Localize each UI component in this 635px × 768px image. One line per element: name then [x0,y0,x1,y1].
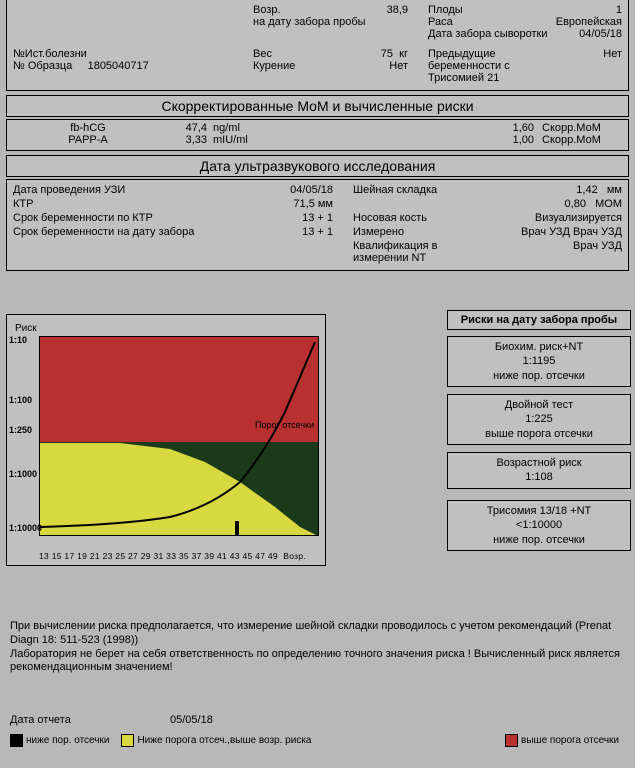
chart-title: Риск [15,323,317,334]
fetus-label: Плоды [428,4,463,16]
uzi-left-label: КТР [13,198,213,210]
y-tick: 1:10 [9,335,27,345]
weight-label: Вес [253,48,272,60]
legend-text: выше порога отсечки [521,735,619,746]
legend-text: ниже пор. отсечки [26,735,109,746]
uzi-left-value: 04/05/18 [213,184,333,196]
uzi-left-value: 13 + 1 [213,212,333,224]
sample-no-label: № Образца [13,60,72,72]
risk-box-status: ниже пор. отсечки [450,533,628,547]
mom-value: 3,33 [163,134,213,146]
uzi-right-label: Носовая кость [333,212,473,224]
mom-name: PAPP-A [13,134,163,146]
risk-box-value: 1:108 [450,470,628,484]
risk-box-title: Биохим. риск+NT [450,340,628,354]
risk-box-status: ниже пор. отсечки [450,369,628,383]
uzi-left-label: Срок беременности по КТР [13,212,213,224]
uzi-right-label: Шейная складка [333,184,473,196]
weight-unit: кг [399,48,408,60]
weight-value: 75 [381,48,393,60]
patient-info-block: Возр. 38,9 Плоды 1 на дату забора пробы Ра… [6,0,629,91]
uzi-left-value [213,240,333,264]
serum-date-value: 04/05/18 [579,28,622,40]
legend-swatch [121,734,134,747]
risk-box-value: <1:10000 [450,518,628,532]
mom-value: 47,4 [163,122,213,134]
sample-no-value: 1805040717 [88,60,149,72]
sample-date-label: на дату забора пробы [253,16,366,28]
smoking-label: Курение [253,60,295,72]
age-label: Возр. [253,4,281,16]
age-value: 38,9 [387,4,408,16]
fetus-value: 1 [616,4,622,16]
uzi-right-label: Измерено [333,226,473,238]
legend: ниже пор. отсечки Ниже порога отсеч.,выше… [10,734,631,747]
y-tick: 1:1000 [9,469,37,479]
x-axis-ticks: 13 15 17 19 21 23 25 27 29 31 33 35 37 3… [39,551,306,561]
risk-box: Трисомия 13/18 +NT <1:10000 ниже пор. от… [447,500,631,551]
smoking-value: Нет [389,60,408,72]
risk-header: Риски на дату забора пробы [447,310,631,330]
risk-box: Биохим. риск+NT 1:1195 ниже пор. отсечки [447,336,631,387]
uzi-left-value: 13 + 1 [213,226,333,238]
y-tick: 1:250 [9,425,32,435]
race-label: Раса [428,16,453,28]
prev-preg-label2: беременности с [428,60,510,72]
prev-preg-label3: Трисомией 21 [428,72,499,84]
legend-item: выше порога отсечки [505,734,619,747]
risk-box-status: выше порога отсечки [450,427,628,441]
uzi-right-value: Визуализируется [473,212,622,224]
uzi-right-value: 1,42 мм [473,184,622,196]
uzi-right-label [333,198,473,210]
mom-label: Скорр.МоМ [542,122,622,134]
risk-box: Возрастной риск 1:108 [447,452,631,489]
mom-block: fb-hCG 47,4 ng/ml 1,60 Скорр.МоМ PAPP-A 3… [6,119,629,151]
uzi-title: Дата ультразвукового исследования [6,155,629,177]
uzi-right-value: Врач УЗД [473,240,622,264]
serum-date-label: Дата забора сыворотки [428,28,548,40]
history-no-label: №Ист.болезни [13,48,87,60]
prev-preg-label: Предыдущие [428,48,495,60]
mom-unit: mIU/ml [213,134,273,146]
uzi-right-value: Врач УЗД Врач УЗД [473,226,622,238]
legend-item: Ниже порога отсеч.,выше возр. риска [121,734,311,747]
uzi-left-value: 71,5 мм [213,198,333,210]
mom-label: Скорр.МоМ [542,134,622,146]
disclaimer: При вычислении риска предполагается, что… [10,620,631,675]
y-tick: 1:100 [9,395,32,405]
chart-area: Порог отсечки [39,336,319,536]
mom-name: fb-hCG [13,122,163,134]
legend-item: ниже пор. отсечки [10,734,109,747]
risk-box-title: Трисомия 13/18 +NT [450,504,628,518]
disclaimer-line2: Лаборатория не берет на себя ответственн… [10,648,631,676]
risk-box-value: 1:1195 [450,354,628,368]
legend-swatch [505,734,518,747]
mom-unit: ng/ml [213,122,273,134]
uzi-left-label [13,240,213,264]
report-date-value: 05/05/18 [170,714,213,726]
report-date-label: Дата отчета [10,714,71,726]
mom-mom: 1,00 [273,134,542,146]
uzi-block: Дата проведения УЗИ 04/05/18 Шейная скла… [6,179,629,271]
legend-text: Ниже порога отсеч.,выше возр. риска [137,735,311,746]
risk-box-title: Двойной тест [450,398,628,412]
risk-box-value: 1:225 [450,412,628,426]
risk-box: Двойной тест 1:225 выше порога отсечки [447,394,631,445]
uzi-left-label: Срок беременности на дату забора [13,226,213,238]
prev-preg-value: Нет [603,48,622,60]
risk-chart-panel: Риск Порог отсечки 13 15 17 19 21 23 25 … [6,314,326,566]
mom-title: Скорректированные МоМ и вычисленные риск… [6,95,629,117]
threshold-label: Порог отсечки [255,420,314,430]
risk-box-title: Возрастной риск [450,456,628,470]
chart-marker-bar [235,521,239,535]
chart-curve [40,337,319,536]
disclaimer-line1: При вычислении риска предполагается, что… [10,620,631,648]
uzi-right-value: 0,80 МОМ [473,198,622,210]
uzi-right-label: Квалификация в измерении NT [333,240,473,264]
race-value: Европейская [556,16,622,28]
legend-swatch [10,734,23,747]
y-tick: 1:10000 [9,523,42,533]
uzi-left-label: Дата проведения УЗИ [13,184,213,196]
mom-mom: 1,60 [273,122,542,134]
